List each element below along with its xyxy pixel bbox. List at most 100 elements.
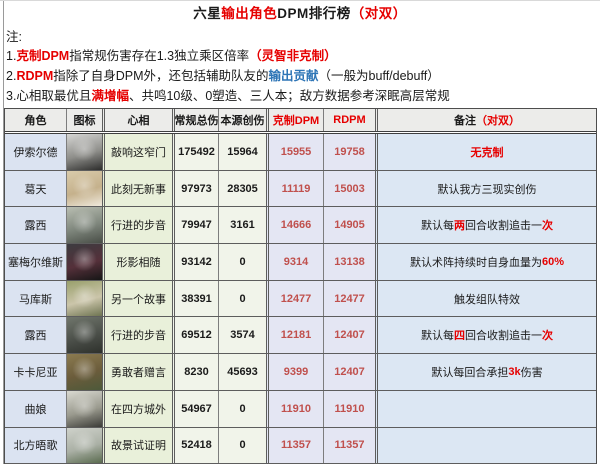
text-segment: 60% bbox=[542, 256, 564, 268]
note-line-1: 1.克制DPM指常规伤害存在1.3独立乘区倍率（灵智非克制） bbox=[6, 46, 600, 66]
cell-rdpm: 14905 bbox=[323, 207, 375, 243]
note-line-3: 3.心相取最优且满增幅、共鸣10级、0塑造、三人本；敌方数据参考深眠高层常规 bbox=[6, 86, 600, 106]
cell-counter-dpm: 12477 bbox=[266, 281, 323, 317]
cell-character-name: 曲娘 bbox=[5, 391, 66, 427]
cell-counter-dpm: 11910 bbox=[266, 391, 323, 427]
cell-note: 无克制 bbox=[375, 134, 596, 170]
cell-note: 触发组队特效 bbox=[375, 281, 596, 317]
cell-normal-total: 175492 bbox=[172, 134, 218, 170]
text-segment: 回合收割追击一 bbox=[465, 217, 542, 233]
text-segment: （灵智非克制） bbox=[249, 49, 337, 63]
cell-rdpm: 12407 bbox=[323, 317, 375, 353]
cell-rdpm: 12407 bbox=[323, 354, 375, 390]
header-cell-rdpm: RDPM bbox=[323, 109, 375, 131]
cell-counter-dpm: 12181 bbox=[266, 317, 323, 353]
character-portrait bbox=[66, 281, 102, 317]
cell-character-name: 葛天 bbox=[5, 171, 66, 207]
cell-rdpm: 12477 bbox=[323, 281, 375, 317]
dpm-ranking-table: 角色 图标 心相 常规总伤 本源创伤 克制DPM RDPM 备注（对双） 伊索尔… bbox=[4, 108, 597, 464]
cell-psychube: 故景试证明 bbox=[102, 428, 172, 464]
cell-rdpm: 19758 bbox=[323, 134, 375, 170]
gridline-left bbox=[3, 1, 4, 464]
portrait-image bbox=[67, 354, 102, 390]
cell-counter-dpm: 15955 bbox=[266, 134, 323, 170]
table-row: 伊索尔德 敲响这窄门 175492 15964 15955 19758 无克制 bbox=[5, 134, 596, 171]
page-title: 六星输出角色DPM排行榜（对双） bbox=[0, 1, 600, 27]
text-segment: 次 bbox=[542, 217, 553, 233]
cell-psychube: 此刻无新事 bbox=[102, 171, 172, 207]
text-segment: 六星 bbox=[193, 6, 221, 21]
cell-note: 默认我方三现实创伤 bbox=[375, 171, 596, 207]
text-segment: 回合收割追击一 bbox=[465, 327, 542, 343]
text-segment: 1. bbox=[6, 49, 16, 63]
cell-counter-dpm: 9314 bbox=[266, 244, 323, 280]
text-segment: （对双） bbox=[476, 112, 520, 128]
text-segment: 次 bbox=[542, 327, 553, 343]
cell-note: 默认每两回合收割追击一次 bbox=[375, 207, 596, 243]
table-row: 卡卡尼亚 勇敢者赠言 8230 45693 9399 12407 默认每回合承担… bbox=[5, 354, 596, 391]
portrait-image bbox=[67, 391, 102, 427]
text-segment: 默认我方三现实创伤 bbox=[438, 181, 537, 197]
cell-character-name: 卡卡尼亚 bbox=[5, 354, 66, 390]
text-segment: 四 bbox=[454, 327, 465, 343]
notes-block: 注: 1.克制DPM指常规伤害存在1.3独立乘区倍率（灵智非克制） 2.RDPM… bbox=[0, 28, 600, 106]
table-row: 塞梅尔维斯 形影相随 93142 0 9314 13138 默认术阵持续时自身血… bbox=[5, 244, 596, 281]
text-segment: 无克制 bbox=[471, 144, 504, 160]
header-cell-icon: 图标 bbox=[66, 109, 102, 131]
cell-source-damage: 15964 bbox=[218, 134, 266, 170]
cell-normal-total: 8230 bbox=[172, 354, 218, 390]
text-segment: 默认每回合承担 bbox=[431, 364, 508, 380]
portrait-image bbox=[67, 207, 102, 243]
cell-rdpm: 13138 bbox=[323, 244, 375, 280]
character-portrait bbox=[66, 317, 102, 353]
text-segment: 备注 bbox=[454, 112, 476, 128]
text-segment: 伤害 bbox=[521, 364, 543, 380]
cell-source-damage: 3161 bbox=[218, 207, 266, 243]
text-segment: 默认每 bbox=[421, 217, 454, 233]
portrait-image bbox=[67, 134, 102, 170]
cell-source-damage: 45693 bbox=[218, 354, 266, 390]
cell-counter-dpm: 9399 bbox=[266, 354, 323, 390]
text-segment: （对双） bbox=[351, 6, 407, 21]
cell-rdpm: 11357 bbox=[323, 428, 375, 464]
portrait-image bbox=[67, 317, 102, 353]
note-line-2: 2.RDPM指除了自身DPM外，还包括辅助队友的输出贡献（一般为buff/deb… bbox=[6, 66, 600, 86]
text-segment: RDPM bbox=[16, 69, 53, 83]
table-header-row: 角色 图标 心相 常规总伤 本源创伤 克制DPM RDPM 备注（对双） bbox=[5, 109, 596, 134]
table-row: 曲娘 在四方城外 54967 0 11910 11910 bbox=[5, 391, 596, 428]
character-portrait bbox=[66, 354, 102, 390]
cell-note bbox=[375, 428, 596, 464]
text-segment: 2. bbox=[6, 69, 16, 83]
cell-rdpm: 11910 bbox=[323, 391, 375, 427]
cell-psychube: 敲响这窄门 bbox=[102, 134, 172, 170]
text-segment: （一般为buff/debuff） bbox=[319, 69, 440, 83]
cell-psychube: 在四方城外 bbox=[102, 391, 172, 427]
text-segment: 输出贡献 bbox=[269, 69, 319, 83]
text-segment: 两 bbox=[454, 217, 465, 233]
text-segment: 触发组队特效 bbox=[454, 291, 520, 307]
cell-note bbox=[375, 391, 596, 427]
text-segment: 指除了自身DPM外，还包括辅助队友的 bbox=[53, 69, 268, 83]
cell-character-name: 伊索尔德 bbox=[5, 134, 66, 170]
cell-source-damage: 3574 bbox=[218, 317, 266, 353]
cell-counter-dpm: 11119 bbox=[266, 171, 323, 207]
character-portrait bbox=[66, 134, 102, 170]
cell-normal-total: 97973 bbox=[172, 171, 218, 207]
text-segment: 默认术阵持续时自身血量为 bbox=[410, 254, 542, 270]
cell-normal-total: 79947 bbox=[172, 207, 218, 243]
text-segment: 默认每 bbox=[421, 327, 454, 343]
cell-normal-total: 69512 bbox=[172, 317, 218, 353]
text-segment: DPM排行榜 bbox=[277, 6, 351, 21]
portrait-image bbox=[67, 428, 102, 464]
cell-counter-dpm: 11357 bbox=[266, 428, 323, 464]
cell-normal-total: 93142 bbox=[172, 244, 218, 280]
header-cell-normal-total: 常规总伤 bbox=[172, 109, 218, 131]
portrait-image bbox=[67, 281, 102, 317]
cell-character-name: 北方晤歌 bbox=[5, 428, 66, 464]
table-row: 马库斯 另一个故事 38391 0 12477 12477 触发组队特效 bbox=[5, 281, 596, 318]
cell-character-name: 露西 bbox=[5, 207, 66, 243]
cell-character-name: 露西 bbox=[5, 317, 66, 353]
text-segment: 克制DPM bbox=[16, 49, 69, 63]
